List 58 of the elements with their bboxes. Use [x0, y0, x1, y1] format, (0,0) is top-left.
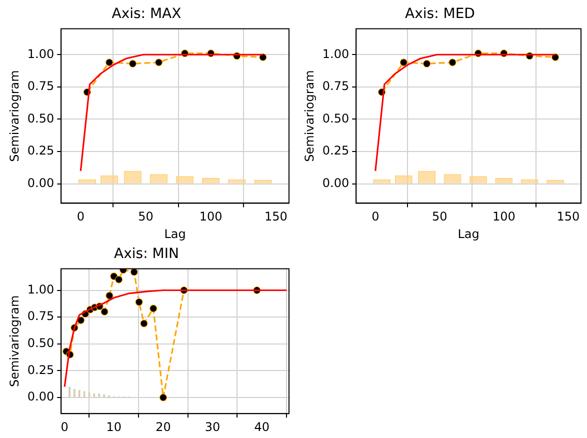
bar: [495, 178, 513, 184]
x-tick-label: 100: [492, 210, 516, 224]
bar: [176, 176, 194, 184]
point: [130, 268, 138, 276]
point: [154, 58, 163, 66]
y-tick-label: 0.75: [27, 309, 54, 324]
point: [140, 320, 148, 328]
point: [400, 58, 408, 66]
y-tick-label: 1.00: [27, 46, 54, 61]
y-axis-title: Semivariogram: [7, 70, 22, 162]
point: [422, 60, 431, 68]
bar: [202, 178, 220, 184]
x-tick-label: 0: [76, 210, 84, 224]
y-tick-label: 0.25: [27, 362, 54, 377]
y-tick-label: 0.50: [322, 111, 350, 126]
point: [106, 58, 114, 66]
chart-title: Axis: MIN: [114, 246, 179, 262]
point: [448, 58, 456, 66]
chart-title: Axis: MED: [405, 6, 475, 22]
x-tick-label: 40: [254, 420, 270, 434]
x-axis-title: Lag: [458, 226, 480, 241]
x-tick-label: 150: [556, 210, 580, 224]
y-tick-label: 0.25: [27, 144, 54, 158]
y-tick-label: 1.00: [322, 46, 350, 61]
chart-title: Axis: MAX: [112, 6, 182, 22]
bar: [100, 175, 118, 184]
x-axis-title: Lag: [164, 226, 186, 241]
x-tick-label: 50: [432, 210, 448, 224]
point: [115, 276, 123, 284]
y-tick-label: 0.75: [27, 79, 54, 94]
point: [100, 308, 108, 316]
bar: [150, 174, 168, 184]
point: [150, 304, 158, 312]
bar: [394, 175, 412, 184]
y-tick-label: 0.50: [27, 111, 54, 126]
point: [135, 298, 143, 306]
y-tick-label: 0.00: [322, 176, 350, 190]
x-tick-label: 0: [372, 210, 380, 224]
bar: [444, 174, 462, 184]
x-tick-label: 10: [106, 420, 122, 434]
y-tick-label: 0.00: [27, 390, 54, 404]
point: [128, 60, 137, 68]
x-tick-label: 0: [60, 420, 68, 434]
point: [159, 394, 168, 402]
y-tick-label: 0.00: [27, 176, 54, 190]
y-tick-label: 0.50: [27, 336, 54, 350]
y-axis-title: Semivariogram: [302, 70, 316, 162]
x-tick-label: 100: [199, 210, 222, 224]
y-tick-label: 1.00: [27, 282, 54, 296]
y-tick-label: 0.75: [322, 79, 350, 94]
x-tick-label: 50: [138, 210, 154, 224]
x-tick-label: 30: [204, 420, 220, 434]
bar: [469, 176, 487, 184]
x-tick-label: 150: [264, 210, 288, 224]
y-axis-title: Semivariogram: [7, 295, 22, 388]
y-tick-label: 0.25: [322, 144, 350, 158]
x-tick-label: 20: [156, 420, 171, 434]
point: [106, 292, 114, 300]
